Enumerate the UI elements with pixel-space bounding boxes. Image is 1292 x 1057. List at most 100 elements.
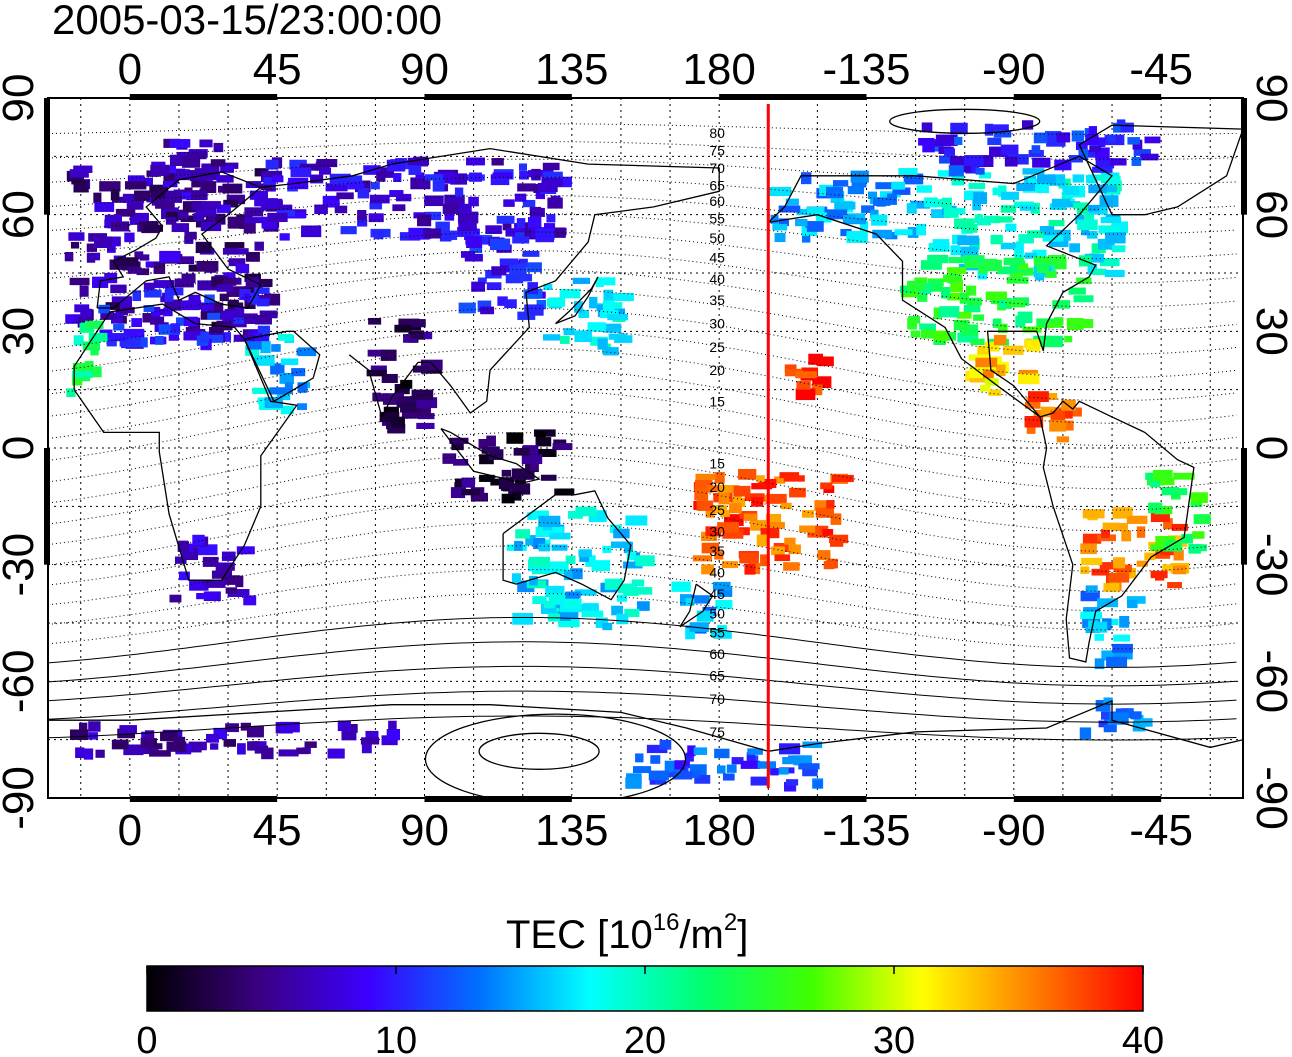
tec-cell bbox=[989, 146, 1008, 157]
tec-cell bbox=[279, 372, 294, 384]
tec-cell bbox=[532, 596, 547, 604]
tec-cell bbox=[689, 764, 707, 776]
tec-cell bbox=[180, 215, 202, 222]
tec-cell bbox=[950, 279, 964, 292]
tec-cell bbox=[1126, 596, 1146, 604]
tec-cell bbox=[461, 488, 480, 496]
tec-cell bbox=[225, 587, 238, 594]
tec-cell bbox=[834, 201, 856, 210]
tec-region bbox=[506, 506, 655, 631]
tec-cell bbox=[120, 307, 135, 314]
tec-cell bbox=[801, 510, 815, 518]
tec-cell bbox=[746, 752, 756, 763]
tec-cell bbox=[468, 196, 479, 207]
tec-cell bbox=[1095, 158, 1115, 169]
tec-cell bbox=[169, 139, 191, 148]
dip-contour bbox=[48, 389, 1237, 468]
y-tick-label-right: 30 bbox=[1247, 307, 1292, 356]
tec-cell bbox=[774, 476, 786, 484]
axis-ticks: 0 0 45 45 90 90 135 135 180 180 -135 -135 -90 -90 -45 -… bbox=[0, 45, 1292, 855]
tec-cell bbox=[216, 204, 231, 213]
tec-cell bbox=[988, 389, 1002, 396]
tec-cell bbox=[509, 263, 527, 276]
colorbar-title-end: ] bbox=[737, 913, 748, 957]
tec-cell bbox=[847, 213, 866, 222]
tec-cell bbox=[519, 171, 529, 180]
coastline bbox=[260, 147, 720, 419]
tec-cell bbox=[802, 765, 818, 777]
tec-cell bbox=[941, 197, 952, 209]
tec-cell bbox=[254, 199, 267, 207]
tec-cell bbox=[110, 284, 127, 294]
tec-cell bbox=[1113, 564, 1132, 573]
tec-cell bbox=[951, 174, 965, 186]
tec-cell bbox=[1042, 235, 1064, 242]
x-tick-label-top: 0 bbox=[118, 45, 142, 94]
dip-contour bbox=[48, 545, 1237, 612]
tec-cell bbox=[626, 551, 637, 561]
tec-cell bbox=[607, 313, 629, 321]
tec-cell bbox=[563, 328, 575, 336]
tec-cell bbox=[701, 531, 718, 542]
tec-cell bbox=[144, 224, 163, 232]
tec-cell bbox=[954, 218, 975, 230]
tec-cell bbox=[216, 320, 233, 331]
tec-region bbox=[146, 138, 243, 218]
tec-cell bbox=[201, 163, 220, 174]
tec-cell bbox=[1017, 263, 1029, 270]
tec-cell bbox=[131, 318, 142, 328]
tec-cell bbox=[420, 359, 443, 371]
tec-cell bbox=[223, 199, 239, 208]
tec-cell bbox=[188, 743, 202, 753]
tec-cell bbox=[1114, 651, 1133, 660]
tec-cell bbox=[565, 555, 576, 564]
tec-cell bbox=[994, 216, 1013, 223]
tec-cell bbox=[417, 214, 432, 227]
dip-contour bbox=[48, 176, 1237, 210]
tec-cell bbox=[132, 290, 142, 302]
tec-cell bbox=[1022, 326, 1042, 333]
y-tick-label-right: -60 bbox=[1247, 650, 1292, 714]
tec-cell bbox=[300, 163, 321, 171]
tec-cell bbox=[541, 176, 563, 187]
tec-cell bbox=[1113, 634, 1131, 642]
tec-cell bbox=[254, 355, 275, 366]
tec-cell bbox=[713, 631, 732, 639]
dip-contour-pole bbox=[478, 732, 600, 770]
tec-cell bbox=[1015, 241, 1024, 254]
tec-cell bbox=[1100, 216, 1122, 224]
tec-cell bbox=[71, 178, 84, 185]
tec-cell bbox=[227, 216, 247, 229]
tec-cell bbox=[86, 253, 96, 263]
tec-region bbox=[916, 168, 1129, 284]
tec-cell bbox=[104, 272, 118, 284]
tec-cell bbox=[1014, 248, 1024, 259]
tec-cell bbox=[1061, 201, 1081, 208]
tec-cell bbox=[943, 207, 959, 218]
colorbar-title-exp2: 2 bbox=[724, 909, 737, 936]
tec-cell bbox=[526, 262, 542, 273]
dip-contour-label: 75 bbox=[709, 143, 725, 159]
tec-cell bbox=[1068, 155, 1083, 163]
tec-cell bbox=[968, 354, 989, 361]
tec-cell bbox=[1101, 650, 1123, 661]
tec-cell bbox=[607, 302, 623, 309]
tec-cell bbox=[529, 576, 538, 586]
tec-region bbox=[66, 320, 108, 398]
tec-cell bbox=[624, 608, 640, 617]
tec-cell bbox=[501, 469, 512, 477]
tec-cell bbox=[933, 307, 943, 320]
tec-cell bbox=[246, 341, 262, 350]
tec-cell bbox=[846, 231, 868, 243]
tec-cell bbox=[200, 201, 221, 209]
tec-cell bbox=[110, 221, 130, 232]
tec-cell bbox=[830, 513, 842, 525]
dip-contour-label: 45 bbox=[709, 249, 725, 265]
tec-cell bbox=[997, 323, 1008, 334]
tec-cell bbox=[236, 313, 258, 324]
tec-cell bbox=[917, 294, 928, 302]
tec-cell bbox=[1073, 202, 1089, 209]
dip-contour-label: 30 bbox=[709, 524, 725, 540]
tec-cell bbox=[144, 289, 162, 298]
tec-cell bbox=[574, 330, 592, 343]
